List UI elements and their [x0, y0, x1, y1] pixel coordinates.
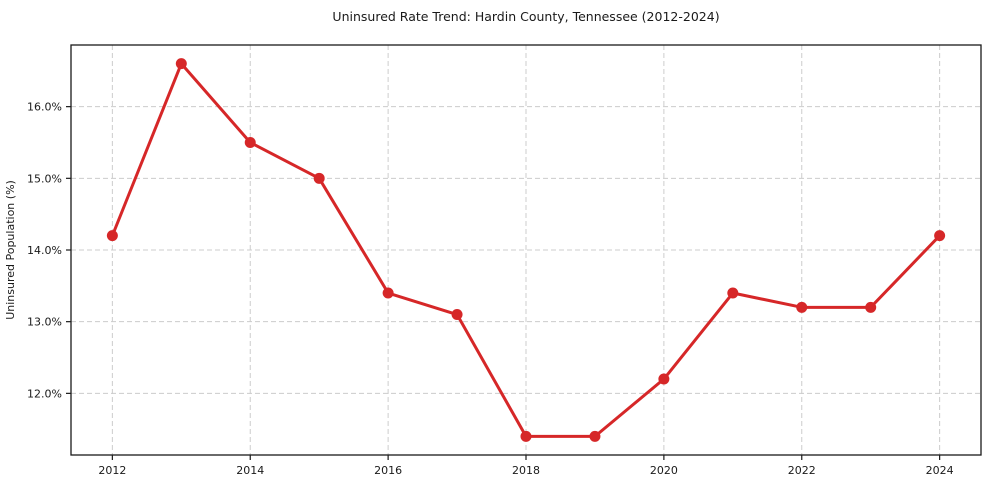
data-point [589, 430, 601, 442]
data-point [106, 230, 118, 242]
y-tick-label: 15.0% [27, 172, 62, 185]
x-tick-label: 2020 [650, 464, 678, 477]
data-point [658, 373, 670, 385]
y-axis-title: Uninsured Population (%) [4, 180, 17, 320]
data-point [244, 136, 256, 148]
series-layer [106, 58, 946, 442]
data-point [175, 58, 187, 70]
data-point [796, 301, 808, 313]
chart-title: Uninsured Rate Trend: Hardin County, Ten… [332, 9, 719, 24]
data-point [520, 430, 532, 442]
x-tick-label: 2024 [926, 464, 954, 477]
y-tick-label: 16.0% [27, 101, 62, 114]
x-tick-label: 2012 [98, 464, 126, 477]
data-point [382, 287, 394, 299]
data-point [865, 301, 877, 313]
tick-layer: 2012 2014 2016 2018 2020 2022 2024 12.0% 13.0% 14… [27, 101, 954, 477]
grid-layer [71, 45, 981, 455]
data-point [313, 172, 325, 184]
data-point [451, 309, 463, 321]
x-tick-label: 2016 [374, 464, 402, 477]
y-tick-label: 14.0% [27, 244, 62, 257]
data-point [727, 287, 739, 299]
x-tick-label: 2022 [788, 464, 816, 477]
x-tick-label: 2018 [512, 464, 540, 477]
y-tick-label: 13.0% [27, 316, 62, 329]
x-tick-label: 2014 [236, 464, 264, 477]
y-tick-label: 12.0% [27, 387, 62, 400]
data-point [934, 230, 946, 242]
